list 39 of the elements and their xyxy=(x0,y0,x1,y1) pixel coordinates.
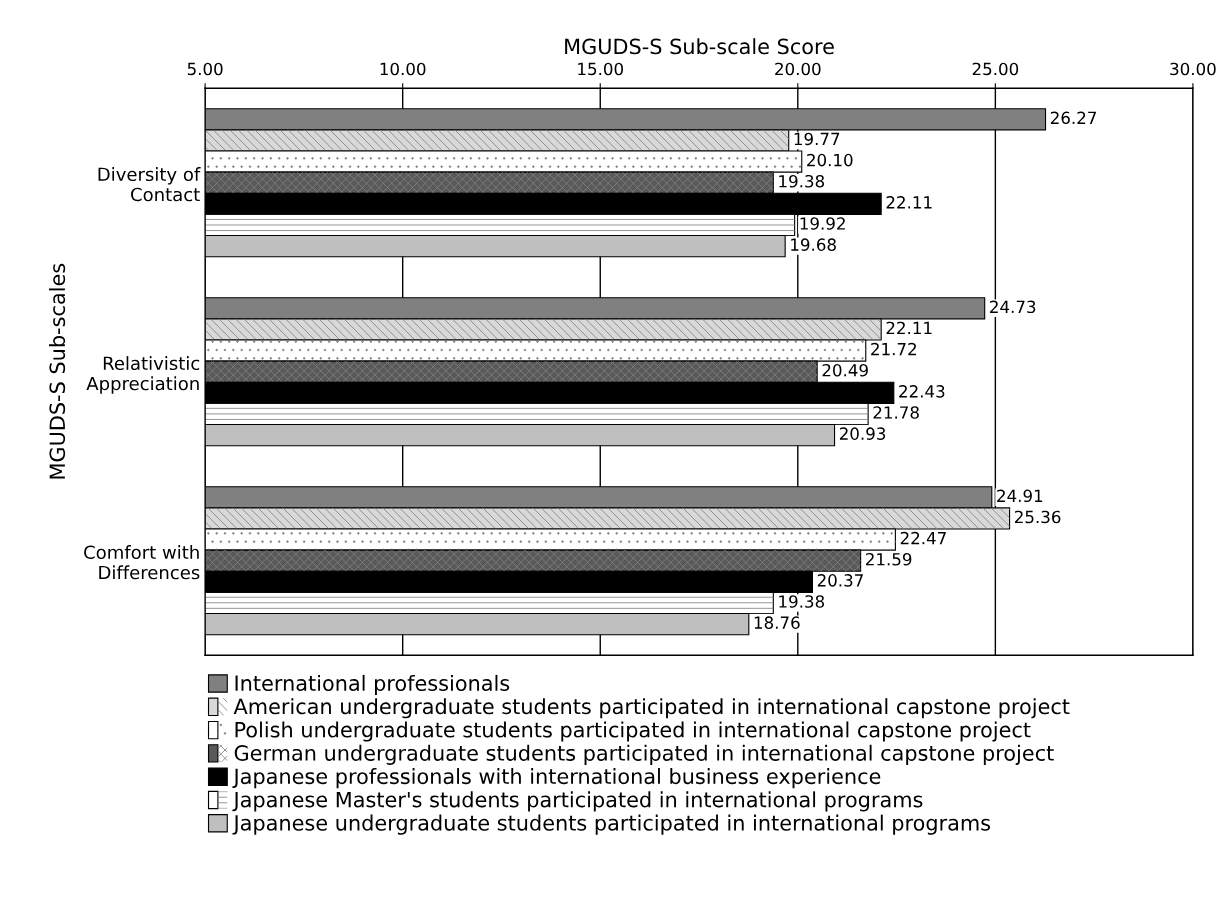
data-label: 22.11 xyxy=(886,321,932,335)
data-label: 19.38 xyxy=(779,174,825,188)
legend-label: Polish undergraduate students participated in international capstone project xyxy=(235,721,1031,742)
legend-label: American undergraduate students participated in international capstone project xyxy=(233,698,1070,719)
x-tick-label: 15.00 xyxy=(578,62,623,76)
data-label: 20.37 xyxy=(817,574,863,587)
x-tick-label: 20.00 xyxy=(775,62,821,76)
y-axis-title: MGUDS-S Sub-scales xyxy=(49,263,66,479)
data-label: 26.27 xyxy=(1050,111,1096,125)
data-label: 18.76 xyxy=(754,616,800,629)
data-label: 19.92 xyxy=(800,217,845,230)
data-label: 21.78 xyxy=(873,406,919,419)
legend-label: International professionals xyxy=(235,674,510,696)
x-tick-label: 25.00 xyxy=(972,62,1019,76)
data-label: 21.59 xyxy=(866,552,912,566)
data-label: 21.72 xyxy=(871,342,916,356)
data-label: 20.93 xyxy=(839,427,886,440)
data-label: 25.36 xyxy=(1014,510,1061,524)
data-label: 19.68 xyxy=(791,238,836,251)
legend-label: Japanese undergraduate students participated in international programs xyxy=(232,814,991,835)
x-axis-title: MGUDS-S Sub-scale Score xyxy=(565,38,834,55)
x-tick-label: 10.00 xyxy=(380,62,426,76)
legend-label: Japanese Master's students participated in international programs xyxy=(232,791,923,812)
data-label: 24.73 xyxy=(990,300,1036,314)
data-label: 22.43 xyxy=(899,385,945,398)
data-label: 24.91 xyxy=(997,489,1043,503)
data-label: 22.47 xyxy=(900,531,946,545)
x-tick-label: 5.00 xyxy=(187,62,223,76)
x-tick-label: 30.00 xyxy=(1170,62,1216,76)
y-tick-label: Diversity of Contact xyxy=(98,167,201,202)
legend-label: Japanese professionals with international business experience xyxy=(232,768,881,789)
y-tick-label: Relativistic Appreciation xyxy=(86,356,200,394)
data-label: 22.11 xyxy=(886,196,932,209)
data-label: 19.38 xyxy=(779,595,825,608)
data-label: 20.49 xyxy=(822,363,868,377)
legend-label: German undergraduate students participated in international capstone project xyxy=(234,744,1054,765)
data-label: 20.10 xyxy=(807,153,853,167)
data-label: 19.77 xyxy=(794,132,840,146)
y-tick-label: Comfort with Differences xyxy=(84,545,200,580)
